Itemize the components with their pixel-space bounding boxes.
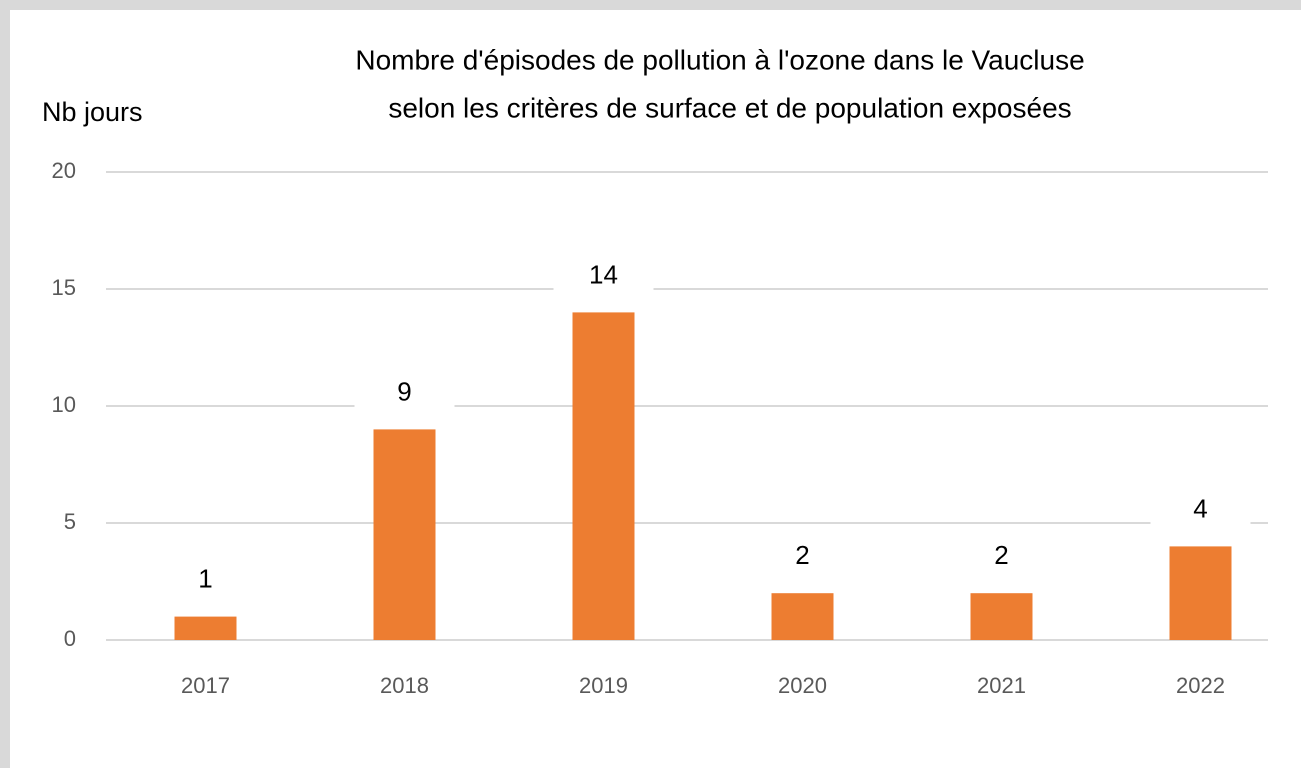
y-tick-label: 10 [52,392,76,417]
frame-top [0,0,1301,10]
data-label-background [354,373,455,414]
data-label: 9 [397,376,411,406]
chart-title: Nombre d'épisodes de pollution à l'ozone… [355,44,1084,75]
data-label: 1 [198,563,212,593]
data-label: 2 [795,540,809,570]
frame-left [0,0,10,768]
bar [572,312,635,640]
data-label-background [1150,490,1251,531]
x-tick-label: 2017 [181,673,230,698]
bar [174,616,237,640]
y-tick-label: 15 [52,275,76,300]
x-tick-label: 2021 [977,673,1026,698]
y-tick-label: 20 [52,158,76,183]
data-label: 4 [1193,493,1207,523]
chart-title: selon les critères de surface et de popu… [388,92,1071,123]
data-label: 14 [589,259,618,289]
y-tick-label: 5 [64,509,76,534]
data-label: 2 [994,540,1008,570]
y-tick-label: 0 [64,626,76,651]
x-tick-label: 2018 [380,673,429,698]
bar [970,593,1033,640]
bar [771,593,834,640]
x-tick-label: 2019 [579,673,628,698]
data-label-background [752,537,853,578]
data-label-background [553,256,654,297]
bar [1169,546,1232,640]
y-axis-label: Nb jours [42,97,143,127]
bar [373,429,436,640]
data-label-background [951,537,1052,578]
x-tick-label: 2020 [778,673,827,698]
x-tick-label: 2022 [1176,673,1225,698]
data-label-background [155,560,256,601]
